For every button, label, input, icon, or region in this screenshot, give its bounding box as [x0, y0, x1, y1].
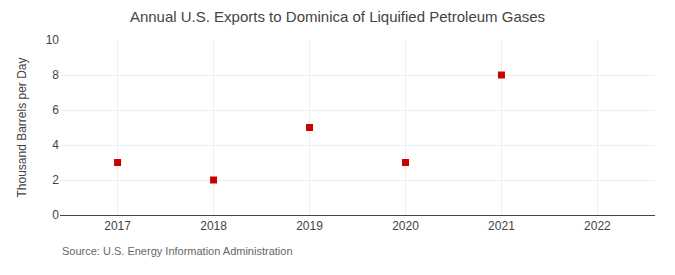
svg-text:2017: 2017 [104, 219, 131, 233]
svg-text:6: 6 [52, 103, 59, 117]
svg-text:Thousand Barrels per Day: Thousand Barrels per Day [15, 57, 29, 197]
svg-text:2022: 2022 [584, 219, 611, 233]
svg-text:2021: 2021 [488, 219, 515, 233]
svg-text:8: 8 [52, 68, 59, 82]
svg-text:2020: 2020 [392, 219, 419, 233]
svg-text:2018: 2018 [200, 219, 227, 233]
svg-text:0: 0 [52, 208, 59, 222]
svg-text:Source: U.S. Energy Informatio: Source: U.S. Energy Information Administ… [62, 245, 293, 257]
svg-text:4: 4 [52, 138, 59, 152]
svg-text:Annual U.S. Exports to Dominic: Annual U.S. Exports to Dominica of Liqui… [130, 8, 545, 25]
svg-text:2019: 2019 [296, 219, 323, 233]
svg-text:10: 10 [46, 33, 60, 47]
svg-text:2: 2 [52, 173, 59, 187]
